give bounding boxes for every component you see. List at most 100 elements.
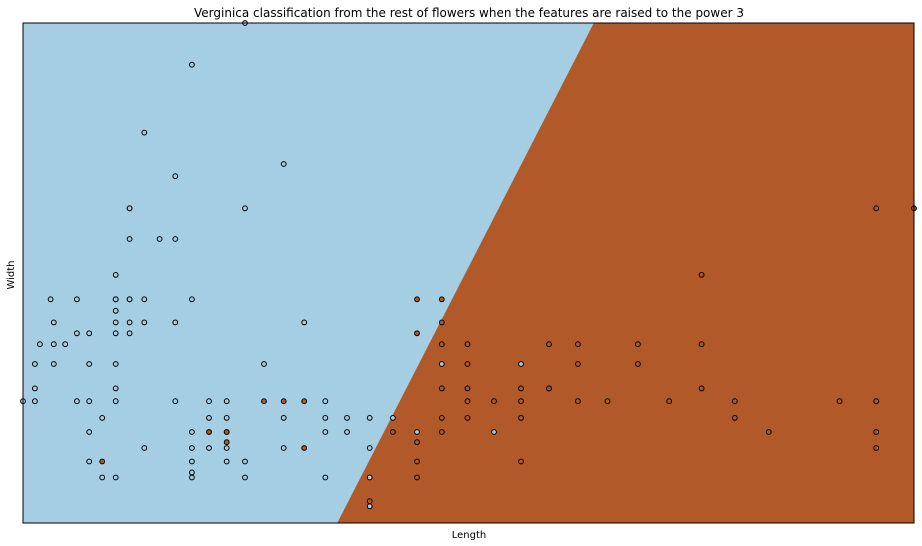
data-point-not-virginica [189, 61, 195, 68]
data-point-not-virginica [223, 398, 230, 405]
chart-title: Verginica classification from the rest o… [194, 6, 744, 20]
data-point-virginica [301, 398, 308, 405]
y-axis-label: Width [6, 260, 17, 289]
data-point-not-virginica [86, 330, 93, 337]
data-point-not-virginica [86, 398, 93, 405]
data-point-not-virginica [280, 161, 287, 167]
data-point-virginica [635, 341, 641, 348]
data-point-not-virginica [112, 330, 119, 337]
x-axis-label: Length [452, 530, 487, 541]
data-point-virginica [604, 398, 611, 405]
data-point-not-virginica [112, 272, 119, 278]
data-point-not-virginica [172, 173, 179, 180]
data-point-virginica [575, 398, 581, 405]
data-point-not-virginica [322, 474, 329, 481]
data-point-virginica [438, 385, 445, 392]
data-point-not-virginica [366, 415, 373, 421]
data-point-virginica [206, 429, 212, 435]
data-point-not-virginica [189, 429, 195, 435]
data-point-virginica [414, 330, 420, 337]
data-point-not-virginica [112, 385, 119, 392]
data-point-not-virginica [301, 319, 308, 326]
data-point-not-virginica [112, 307, 119, 314]
data-point-not-virginica [261, 361, 267, 367]
data-point-virginica [464, 361, 471, 367]
data-point-not-virginica [206, 445, 212, 451]
data-point-virginica [518, 398, 524, 405]
data-point-virginica [731, 398, 738, 405]
data-point-not-virginica [172, 398, 179, 405]
data-point-not-virginica [189, 445, 195, 451]
data-point-virginica [491, 398, 497, 405]
data-point-virginica [438, 319, 445, 326]
data-point-not-virginica [366, 445, 373, 451]
data-point-virginica [546, 341, 552, 348]
data-point-not-virginica [62, 341, 69, 348]
data-point-virginica [518, 458, 524, 465]
data-point-virginica [873, 445, 880, 451]
data-point-not-virginica [126, 236, 133, 242]
data-point-not-virginica [50, 361, 57, 367]
data-point-not-virginica [86, 429, 93, 435]
data-point-virginica [438, 296, 445, 303]
data-point-not-virginica [206, 415, 212, 421]
data-point-virginica [414, 458, 420, 465]
data-point-not-virginica [223, 415, 230, 421]
data-point-not-virginica [74, 330, 80, 337]
data-point-virginica [438, 341, 445, 348]
data-point-virginica [518, 415, 524, 421]
data-point-not-virginica [112, 398, 119, 405]
scatter-points [20, 20, 917, 510]
data-point-not-virginica [156, 236, 163, 242]
data-point-not-virginica [86, 361, 93, 367]
data-point-virginica [464, 341, 471, 348]
data-point-not-virginica [366, 503, 373, 510]
data-point-virginica [518, 385, 524, 392]
data-point-not-virginica [126, 205, 133, 212]
data-point-virginica [698, 385, 705, 392]
data-point-not-virginica [172, 236, 179, 242]
data-point-virginica [666, 398, 673, 405]
data-point-not-virginica [189, 474, 195, 481]
data-point-not-virginica [438, 361, 445, 367]
data-point-virginica [280, 398, 287, 405]
data-point-not-virginica [99, 415, 106, 421]
data-point-virginica [223, 429, 230, 435]
data-point-virginica [464, 415, 471, 421]
data-point-virginica [575, 341, 581, 348]
data-point-not-virginica [32, 385, 38, 392]
data-point-not-virginica [112, 361, 119, 367]
data-point-not-virginica [112, 296, 119, 303]
data-point-not-virginica [32, 398, 38, 405]
data-point-not-virginica [112, 319, 119, 326]
data-point-not-virginica [47, 296, 54, 303]
data-point-not-virginica [280, 445, 287, 451]
data-point-virginica [698, 341, 705, 348]
data-point-not-virginica [518, 361, 524, 367]
data-point-not-virginica [242, 205, 248, 212]
data-point-virginica [635, 361, 641, 367]
data-point-not-virginica [223, 445, 230, 451]
data-point-virginica [366, 498, 373, 505]
data-point-virginica [836, 398, 843, 405]
data-point-not-virginica [141, 129, 148, 136]
data-point-not-virginica [491, 429, 497, 435]
data-point-virginica [261, 398, 267, 405]
data-point-not-virginica [189, 296, 195, 303]
data-point-not-virginica [242, 474, 248, 481]
data-point-virginica [464, 385, 471, 392]
data-point-not-virginica [242, 458, 248, 465]
data-point-not-virginica [322, 415, 329, 421]
data-point-not-virginica [414, 429, 420, 435]
data-point-not-virginica [74, 296, 80, 303]
data-point-not-virginica [86, 458, 93, 465]
data-point-virginica [698, 272, 705, 278]
plot-frame [22, 22, 915, 524]
data-point-not-virginica [322, 429, 329, 435]
data-point-virginica [223, 439, 230, 446]
data-point-not-virginica [344, 429, 350, 435]
data-point-not-virginica [126, 330, 133, 337]
data-point-virginica [438, 415, 445, 421]
